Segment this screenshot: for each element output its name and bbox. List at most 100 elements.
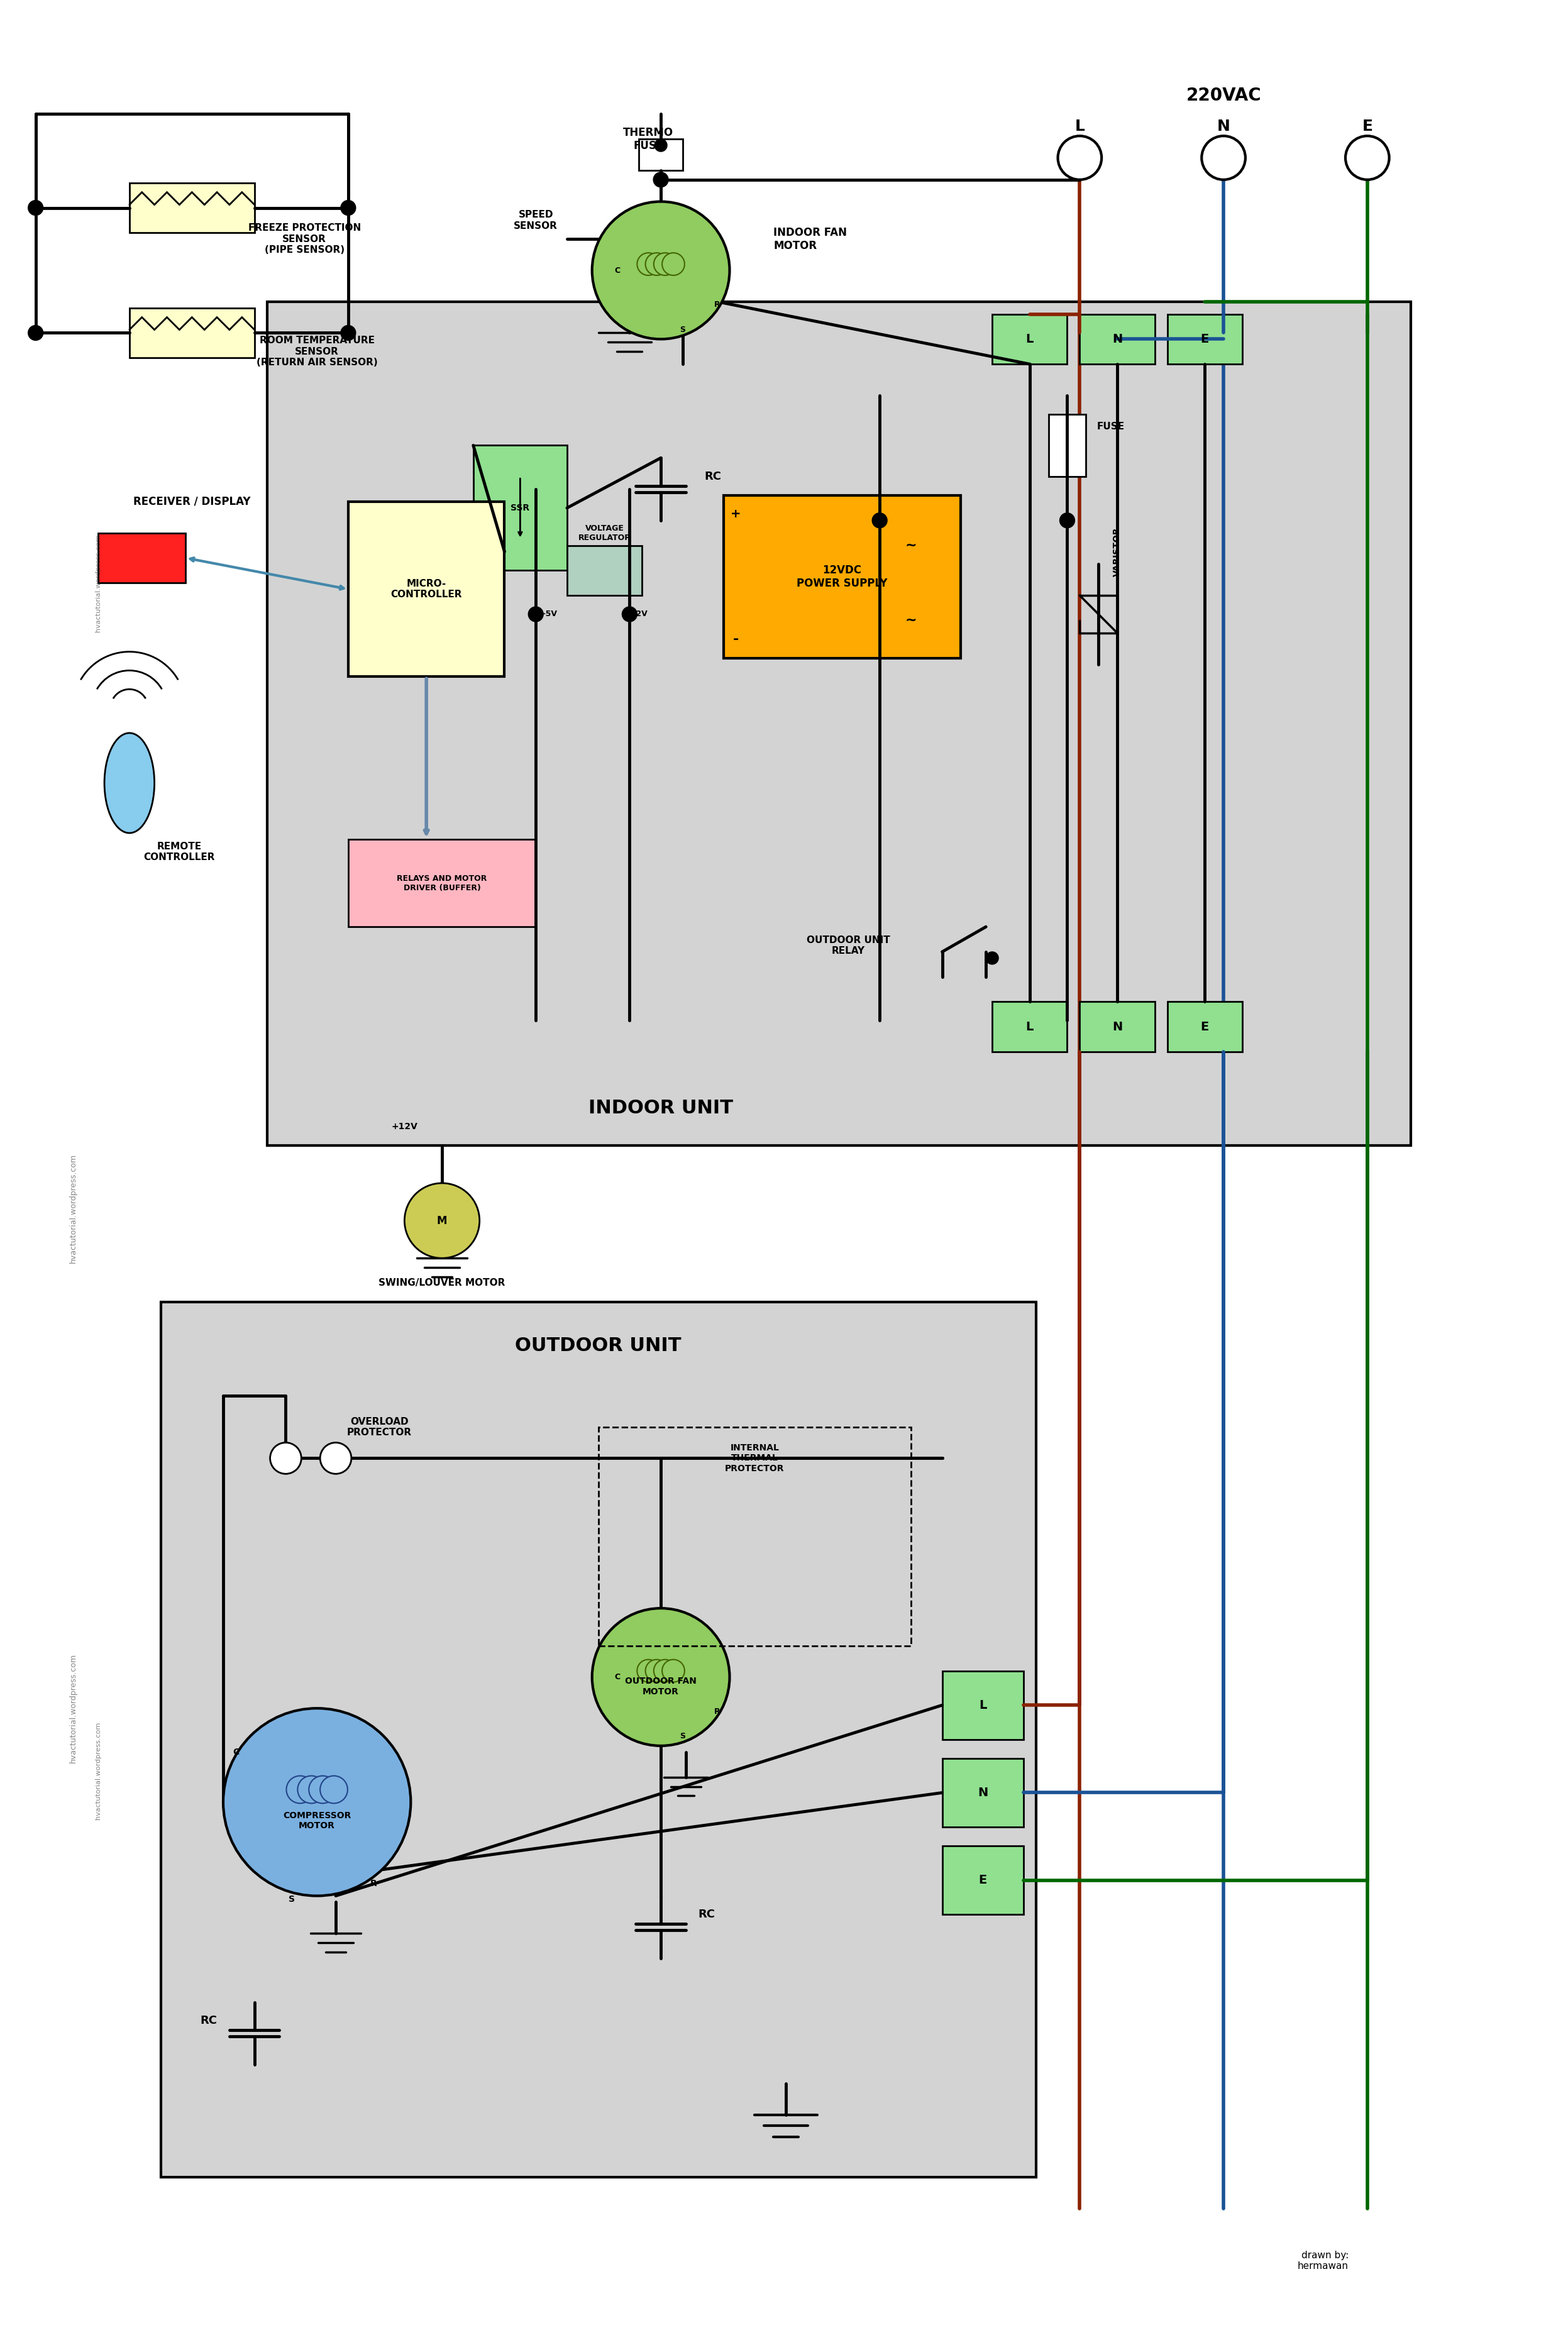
FancyBboxPatch shape xyxy=(1080,314,1154,365)
Text: E: E xyxy=(1201,1020,1209,1032)
Text: C: C xyxy=(232,1748,238,1757)
Text: R: R xyxy=(370,1879,376,1888)
Circle shape xyxy=(309,1776,337,1804)
Circle shape xyxy=(528,606,543,622)
Text: S: S xyxy=(289,1895,295,1902)
Text: OUTDOOR UNIT
RELAY: OUTDOOR UNIT RELAY xyxy=(806,936,891,955)
Text: 220VAC: 220VAC xyxy=(1185,87,1261,103)
Text: RECEIVER / DISPLAY: RECEIVER / DISPLAY xyxy=(133,496,251,508)
Text: REMOTE
CONTROLLER: REMOTE CONTROLLER xyxy=(144,842,215,861)
Circle shape xyxy=(1201,136,1245,180)
Text: C: C xyxy=(615,267,619,274)
Circle shape xyxy=(662,253,685,276)
Text: ROOM TEMPERATURE
SENSOR
(RETURN AIR SENSOR): ROOM TEMPERATURE SENSOR (RETURN AIR SENS… xyxy=(257,337,378,367)
FancyBboxPatch shape xyxy=(99,534,185,583)
Text: L: L xyxy=(978,1699,986,1711)
Circle shape xyxy=(654,173,668,187)
Text: drawn by:
hermawan: drawn by: hermawan xyxy=(1298,2251,1348,2270)
Text: RC: RC xyxy=(698,1909,715,1921)
Text: N: N xyxy=(978,1788,988,1799)
Circle shape xyxy=(872,512,887,529)
Text: N: N xyxy=(1112,1020,1123,1032)
Text: L: L xyxy=(1025,1020,1033,1032)
Circle shape xyxy=(593,1608,729,1746)
Text: OUTDOOR FAN
MOTOR: OUTDOOR FAN MOTOR xyxy=(626,1678,696,1696)
Text: M: M xyxy=(437,1214,447,1226)
Circle shape xyxy=(1058,136,1102,180)
Text: FUSE: FUSE xyxy=(1098,421,1124,431)
Circle shape xyxy=(405,1184,480,1259)
Text: -: - xyxy=(732,632,739,646)
Text: VARISTOR: VARISTOR xyxy=(1113,526,1121,576)
Text: RC: RC xyxy=(201,2015,216,2026)
Text: RC: RC xyxy=(704,470,721,482)
Text: ~: ~ xyxy=(905,613,917,627)
Circle shape xyxy=(320,1776,348,1804)
Text: +5V: +5V xyxy=(539,611,557,618)
Text: THERMO
FUSE: THERMO FUSE xyxy=(622,126,674,152)
Text: COMPRESSOR
MOTOR: COMPRESSOR MOTOR xyxy=(282,1811,351,1830)
Circle shape xyxy=(28,201,44,215)
Text: +: + xyxy=(731,508,742,519)
Text: VOLTAGE
REGULATOR: VOLTAGE REGULATOR xyxy=(579,524,630,543)
Text: +12V: +12V xyxy=(624,611,648,618)
Circle shape xyxy=(340,325,356,339)
Text: S: S xyxy=(681,325,685,335)
Text: E: E xyxy=(1363,119,1372,133)
Circle shape xyxy=(28,325,44,339)
FancyBboxPatch shape xyxy=(267,302,1411,1147)
FancyBboxPatch shape xyxy=(474,445,568,571)
Circle shape xyxy=(340,201,356,215)
Text: ~: ~ xyxy=(905,538,917,552)
Circle shape xyxy=(320,1441,351,1474)
Circle shape xyxy=(593,201,729,339)
Text: hvactutorial.wordpress.com: hvactutorial.wordpress.com xyxy=(69,1654,77,1762)
Text: R: R xyxy=(713,1708,720,1715)
Circle shape xyxy=(298,1776,325,1804)
Circle shape xyxy=(637,253,660,276)
Text: 12VDC
POWER SUPPLY: 12VDC POWER SUPPLY xyxy=(797,564,887,590)
Circle shape xyxy=(646,1659,668,1682)
FancyBboxPatch shape xyxy=(130,309,254,358)
Text: S: S xyxy=(681,1732,685,1741)
Text: R: R xyxy=(713,300,720,309)
Text: OVERLOAD
PROTECTOR: OVERLOAD PROTECTOR xyxy=(347,1416,412,1437)
FancyBboxPatch shape xyxy=(942,1846,1024,1914)
Text: OUTDOOR UNIT: OUTDOOR UNIT xyxy=(516,1336,682,1355)
Text: SSR: SSR xyxy=(511,503,530,512)
Circle shape xyxy=(654,1659,676,1682)
FancyBboxPatch shape xyxy=(1049,414,1087,477)
Circle shape xyxy=(646,253,668,276)
Text: E: E xyxy=(978,1874,986,1886)
FancyBboxPatch shape xyxy=(993,314,1068,365)
Circle shape xyxy=(223,1708,411,1895)
FancyBboxPatch shape xyxy=(942,1671,1024,1739)
Text: INDOOR UNIT: INDOOR UNIT xyxy=(588,1100,734,1116)
Circle shape xyxy=(1345,136,1389,180)
FancyBboxPatch shape xyxy=(1167,314,1242,365)
Text: hvactutorial.wordpress.com: hvactutorial.wordpress.com xyxy=(96,1722,102,1821)
Text: RELAYS AND MOTOR
DRIVER (BUFFER): RELAYS AND MOTOR DRIVER (BUFFER) xyxy=(397,875,488,892)
Text: hvactutorial.wordpress.com: hvactutorial.wordpress.com xyxy=(96,534,102,632)
Circle shape xyxy=(654,253,676,276)
Circle shape xyxy=(637,1659,660,1682)
Text: SPEED
SENSOR: SPEED SENSOR xyxy=(514,211,558,232)
FancyBboxPatch shape xyxy=(1080,1002,1154,1053)
FancyBboxPatch shape xyxy=(942,1757,1024,1828)
Text: +12V: +12V xyxy=(392,1123,417,1130)
FancyBboxPatch shape xyxy=(348,501,505,676)
FancyBboxPatch shape xyxy=(993,1002,1068,1053)
Text: MICRO-
CONTROLLER: MICRO- CONTROLLER xyxy=(390,578,463,599)
FancyBboxPatch shape xyxy=(130,183,254,234)
FancyBboxPatch shape xyxy=(568,545,641,594)
Text: L: L xyxy=(1025,332,1033,344)
FancyBboxPatch shape xyxy=(723,496,961,658)
Circle shape xyxy=(270,1441,301,1474)
Text: L: L xyxy=(1074,119,1085,133)
Text: N: N xyxy=(1217,119,1229,133)
Circle shape xyxy=(1060,512,1074,529)
Text: hvactutorial.wordpress.com: hvactutorial.wordpress.com xyxy=(69,1154,77,1264)
Circle shape xyxy=(287,1776,314,1804)
Ellipse shape xyxy=(105,732,154,833)
FancyBboxPatch shape xyxy=(1167,1002,1242,1053)
